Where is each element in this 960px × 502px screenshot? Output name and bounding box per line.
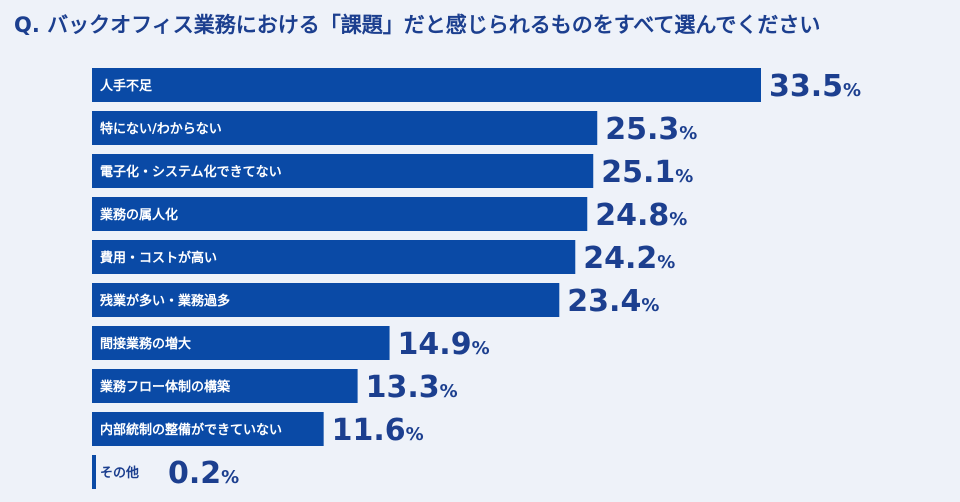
bar-label-1: 人手不足	[100, 78, 153, 94]
value-label-9: 11.6%	[332, 413, 424, 448]
value-label-3: 25.1%	[601, 155, 693, 190]
value-label-2: 25.3%	[605, 112, 697, 147]
value-label-10: 0.2%	[168, 456, 239, 491]
bar-label-7: 間接業務の増大	[100, 336, 191, 352]
bar-7	[92, 326, 390, 360]
bar-6	[92, 283, 560, 317]
question-title: Q. バックオフィス業務における「課題」だと感じられるものをすべて選んでください	[14, 13, 821, 37]
value-label-7: 14.9%	[398, 327, 490, 362]
bar-label-10: その他	[100, 465, 139, 481]
bar-label-2: 特にない/わからない	[100, 121, 222, 137]
bar-10	[92, 455, 96, 489]
bar-2	[92, 111, 598, 145]
bar-8	[92, 369, 358, 403]
value-label-1: 33.5%	[769, 69, 861, 104]
bar-label-6: 残業が多い・業務過多	[100, 293, 230, 309]
bar-label-3: 電子化・システム化できてない	[100, 164, 282, 180]
bar-label-9: 内部統制の整備ができていない	[100, 422, 282, 438]
bar-1	[92, 68, 761, 102]
value-label-4: 24.8%	[595, 198, 687, 233]
value-label-8: 13.3%	[366, 370, 458, 405]
value-label-5: 24.2%	[583, 241, 675, 276]
bar-label-4: 業務の属人化	[99, 207, 178, 223]
bar-label-8: 業務フロー体制の構築	[99, 379, 231, 395]
bar-9	[92, 412, 324, 446]
value-label-6: 23.4%	[567, 284, 659, 319]
bar-5	[92, 240, 576, 274]
bar-label-5: 費用・コストが高い	[100, 250, 217, 266]
bar-4	[92, 197, 588, 231]
bar-3	[92, 154, 594, 188]
